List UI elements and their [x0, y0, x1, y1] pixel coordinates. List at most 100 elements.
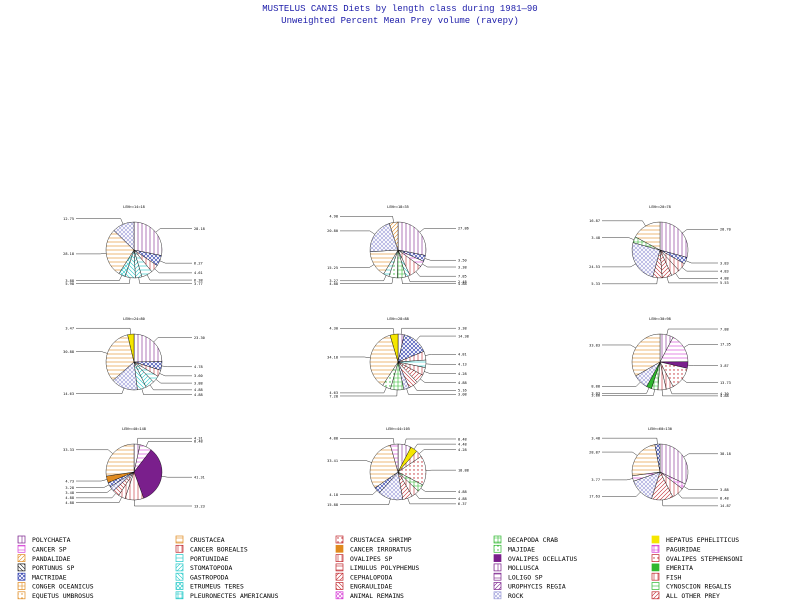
slice-value-label: 2.48 [458, 280, 467, 284]
slice-value-label: 14.38 [458, 334, 469, 338]
pie-slice-polychaeta [133, 221, 163, 256]
leader-line [340, 275, 387, 281]
legend-label: OVALIPES STEPHENSONI [666, 555, 743, 563]
legend-label: DECAPODA CRAB [508, 536, 558, 544]
pie-slice-polychaeta [133, 333, 163, 363]
legend-item-etrumeus-teres: ETRUMEUS TERES [175, 582, 244, 591]
legend-label: CANCER BOREALIS [190, 546, 248, 554]
leader-line [407, 498, 456, 505]
pie-slice-rock [631, 242, 661, 278]
slice-value-label: 4.88 [458, 381, 467, 385]
pie-chart-label: LEN<=28=88 [387, 317, 409, 321]
slice-value-label: 4.83 [720, 269, 729, 273]
legend-label: CANCER SP [32, 546, 67, 554]
leader-line [683, 486, 718, 490]
slice-value-label: 3.88 [720, 488, 729, 492]
slice-value-label: 4.88 [194, 393, 203, 397]
slice-value-label: 3.60 [194, 374, 203, 378]
legend-swatch [651, 582, 660, 590]
slice-value-label: 3.08 [458, 393, 467, 397]
slice-value-label: 7.85 [458, 275, 467, 279]
legend-label: PLEURONECTES AMERICANUS [190, 592, 279, 600]
legend-label: ROCK [508, 592, 524, 600]
slice-value-label: 3.48 [591, 436, 600, 440]
legend-label: EMERITA [666, 564, 693, 572]
legend-item-emerita: EMERITA [651, 563, 693, 572]
legend-item-stomatopoda: STOMATOPODA [175, 563, 232, 572]
leader-line [340, 230, 375, 235]
slice-value-label: 4.48 [458, 442, 467, 446]
pie-chart-label: LEN<=14=18 [123, 205, 145, 209]
leader-line [602, 237, 635, 240]
pie-slice-crustacea [105, 334, 135, 381]
slice-value-label: 4.88 [194, 388, 203, 392]
slice-value-label: 3.48 [65, 491, 74, 495]
pie-chart-label: LEN<=30=98 [649, 317, 671, 321]
legend-item-hepatus-epheliticus: HEPATUS EPHELITICUS [651, 535, 739, 544]
leader-line [413, 443, 456, 450]
leader-line [677, 493, 718, 499]
slice-value-label: 20.80 [327, 229, 338, 233]
slice-value-label: 4.88 [458, 497, 467, 501]
pie-chart-label: LEN<=60=130 [648, 427, 672, 431]
legend-item-ovalipes-ocellatus: OVALIPES OCELLATUS [493, 554, 577, 563]
leader-line [340, 356, 371, 359]
slice-value-label: 8.48 [458, 437, 467, 441]
slice-value-label: 5.98 [65, 282, 74, 286]
leader-line [161, 476, 192, 478]
slice-value-label: 4.88 [329, 437, 338, 441]
pie-chart-label: LEN<=24=80 [123, 317, 145, 321]
leader-line [419, 449, 456, 454]
leader-line [153, 337, 192, 343]
slice-value-label: 4.98 [329, 215, 338, 219]
slice-value-label: 3.88 [65, 279, 74, 283]
slice-value-label: 7.88 [720, 327, 729, 331]
leader-line [602, 381, 641, 387]
legend-swatch [651, 554, 660, 562]
leader-line [401, 277, 456, 284]
leader-line [675, 273, 718, 279]
legend-swatch [335, 563, 344, 572]
pie-slice-crustacea [105, 443, 135, 477]
legend-item-urophycis-regia: UROPHYCIS REGIA [493, 582, 566, 591]
legend-swatch [651, 535, 660, 544]
legend-swatch [493, 563, 502, 572]
legend-swatch [493, 535, 502, 544]
slice-value-label: 4.88 [329, 282, 338, 286]
legend-item-pandalidae: PANDALIDAE [17, 554, 71, 563]
leader-line [138, 277, 192, 284]
legend-item-majidae: MAJIDAE [493, 544, 535, 554]
pie-chart-9: LEN<=60=130 38.18 3.88 8.48 14.87 17.63 3.77 28… [589, 427, 731, 508]
pie-chart-1: LEN<=14=18 28.18 6.27 4.61 6.383.77 5.983.88 2… [63, 205, 205, 286]
slice-value-label: 3.48 [591, 236, 600, 240]
slice-value-label: 28.70 [720, 228, 731, 232]
pie-slice-crustacea [635, 221, 661, 251]
leader-line [420, 378, 456, 383]
leader-line [687, 364, 718, 366]
slice-value-label: 14.87 [720, 504, 731, 508]
slice-value-label: 6.27 [194, 261, 203, 265]
legend-item-gastropoda: GASTROPODA [175, 572, 229, 581]
slice-value-label: 3.38 [458, 327, 467, 331]
slice-value-label: 4.88 [720, 394, 729, 398]
legend-item-cephalopoda: CEPHALOPODA [335, 572, 392, 581]
legend-label: PORTUNUS SP [32, 564, 74, 572]
leader-line [159, 373, 192, 377]
leader-line [340, 460, 372, 463]
slice-value-label: 3.50 [458, 259, 467, 263]
legend-label: OVALIPES SP [350, 555, 392, 563]
slice-value-label: 13.73 [720, 381, 731, 385]
chart-title: MUSTELUS CANIS Diets by length class dur… [262, 4, 538, 14]
leader-line [666, 328, 718, 335]
slice-value-label: 4.88 [720, 277, 729, 281]
leader-line [154, 268, 192, 274]
slice-value-label: 4.61 [194, 271, 203, 275]
slice-value-label: 3.80 [591, 394, 600, 398]
leader-line [145, 441, 192, 447]
pie-chart-label: LEN<=44=105 [386, 427, 410, 431]
legend-swatch [493, 554, 502, 562]
slice-value-label: 3.28 [65, 486, 74, 490]
legend-swatch [175, 582, 184, 590]
